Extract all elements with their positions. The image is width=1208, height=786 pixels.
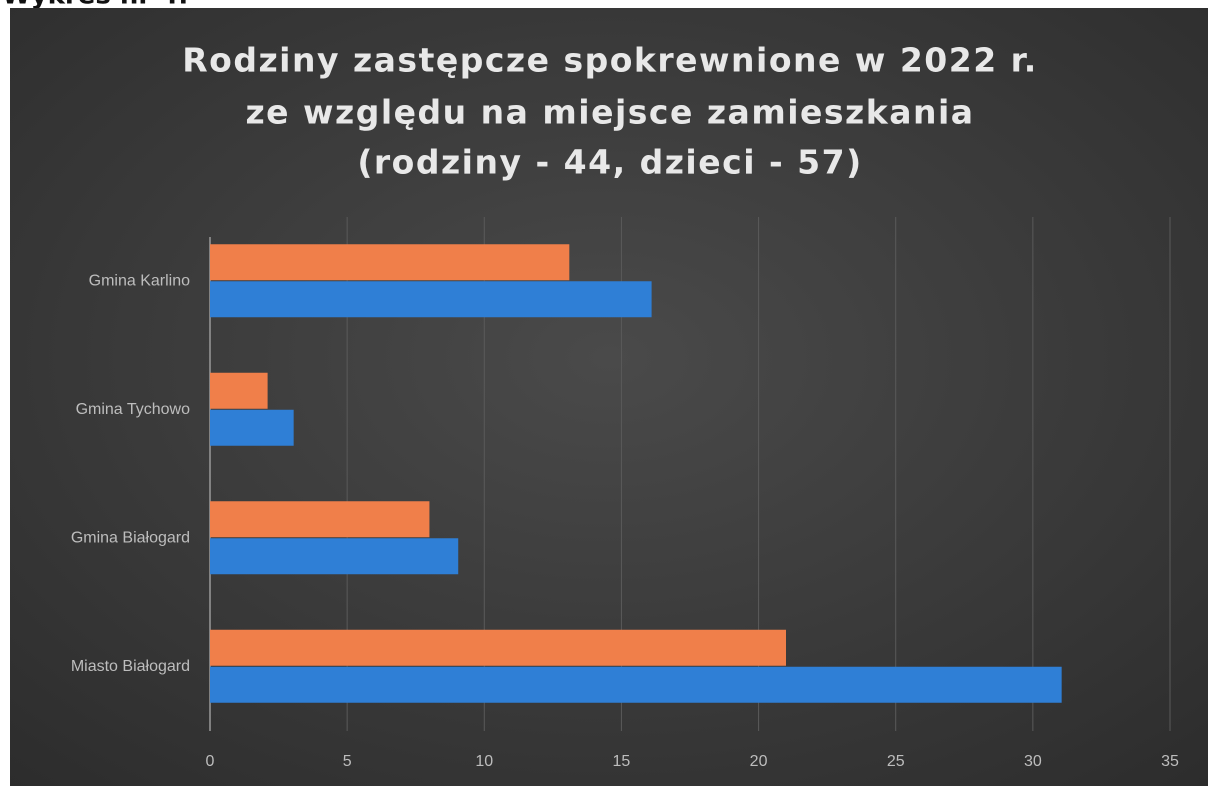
bar: [210, 629, 786, 666]
x-tick-label: 10: [475, 753, 493, 770]
bar: [210, 538, 459, 575]
chart-title: ze względu na miejsce zamieszkania: [245, 93, 974, 132]
x-tick-label: 0: [206, 753, 215, 770]
bar: [210, 281, 652, 318]
y-tick-label: Gmina Karlino: [89, 272, 190, 289]
bar: [210, 372, 268, 409]
x-tick-label: 20: [750, 753, 768, 770]
bar: [210, 409, 294, 446]
x-tick-label: 15: [613, 753, 631, 770]
x-tick-label: 25: [887, 753, 905, 770]
bar: [210, 666, 1062, 703]
chart-title: Rodziny zastępcze spokrewnione w 2022 r.: [182, 41, 1038, 80]
bar: [210, 501, 430, 538]
caption: Wykres nr 4.: [2, 0, 188, 11]
bar: [210, 244, 570, 281]
x-tick-label: 30: [1024, 753, 1042, 770]
chart-title: (rodziny - 44, dzieci - 57): [357, 143, 862, 182]
x-tick-label: 5: [343, 753, 352, 770]
y-tick-label: Gmina Białogard: [71, 529, 190, 546]
y-tick-label: Miasto Białogard: [71, 658, 190, 675]
y-tick-label: Gmina Tychowo: [76, 401, 191, 418]
x-tick-label: 35: [1161, 753, 1179, 770]
